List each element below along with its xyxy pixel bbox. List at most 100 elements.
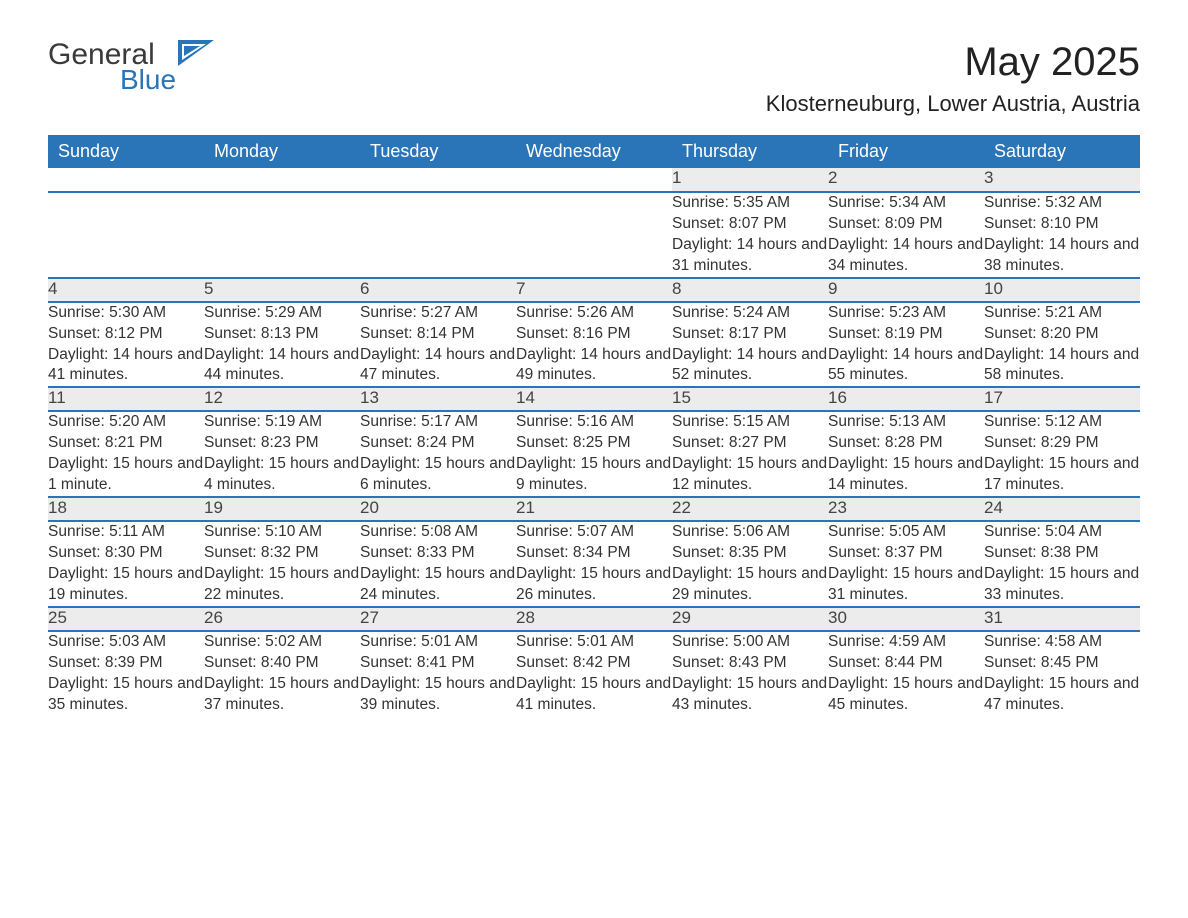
day-detail-cell: Sunrise: 5:00 AMSunset: 8:43 PMDaylight:… — [672, 631, 828, 716]
daylight-text: Daylight: 15 hours and 6 minutes. — [360, 454, 516, 496]
daylight-text: Daylight: 14 hours and 34 minutes. — [828, 235, 984, 277]
sunset-text: Sunset: 8:40 PM — [204, 653, 360, 674]
sunrise-text: Sunrise: 5:17 AM — [360, 412, 516, 433]
weekday-header: Wednesday — [516, 135, 672, 168]
sunrise-text: Sunrise: 5:11 AM — [48, 522, 204, 543]
page-title: May 2025 — [766, 40, 1140, 85]
daylight-text: Daylight: 14 hours and 38 minutes. — [984, 235, 1140, 277]
sunset-text: Sunset: 8:35 PM — [672, 543, 828, 564]
logo: General Blue — [48, 40, 214, 90]
sunrise-text: Sunrise: 5:35 AM — [672, 193, 828, 214]
daylight-text: Daylight: 15 hours and 29 minutes. — [672, 564, 828, 606]
day-number-row: 45678910 — [48, 278, 1140, 302]
daylight-text: Daylight: 15 hours and 22 minutes. — [204, 564, 360, 606]
day-detail-cell — [360, 192, 516, 278]
page-subtitle: Klosterneuburg, Lower Austria, Austria — [766, 91, 1140, 117]
day-number-cell — [204, 168, 360, 192]
day-number-cell: 1 — [672, 168, 828, 192]
sunrise-text: Sunrise: 5:07 AM — [516, 522, 672, 543]
day-number-cell: 8 — [672, 278, 828, 302]
daylight-text: Daylight: 15 hours and 26 minutes. — [516, 564, 672, 606]
day-detail-cell: Sunrise: 5:03 AMSunset: 8:39 PMDaylight:… — [48, 631, 204, 716]
daylight-text: Daylight: 15 hours and 17 minutes. — [984, 454, 1140, 496]
sunrise-text: Sunrise: 5:00 AM — [672, 632, 828, 653]
sunset-text: Sunset: 8:10 PM — [984, 214, 1140, 235]
day-detail-cell: Sunrise: 5:05 AMSunset: 8:37 PMDaylight:… — [828, 521, 984, 607]
day-number-cell: 2 — [828, 168, 984, 192]
day-number-cell: 30 — [828, 607, 984, 631]
sunrise-text: Sunrise: 5:34 AM — [828, 193, 984, 214]
daylight-text: Daylight: 14 hours and 49 minutes. — [516, 345, 672, 387]
daylight-text: Daylight: 15 hours and 31 minutes. — [828, 564, 984, 606]
sunset-text: Sunset: 8:13 PM — [204, 324, 360, 345]
sunset-text: Sunset: 8:38 PM — [984, 543, 1140, 564]
sunset-text: Sunset: 8:44 PM — [828, 653, 984, 674]
sunset-text: Sunset: 8:27 PM — [672, 433, 828, 454]
day-detail-cell: Sunrise: 5:07 AMSunset: 8:34 PMDaylight:… — [516, 521, 672, 607]
day-detail-cell: Sunrise: 5:13 AMSunset: 8:28 PMDaylight:… — [828, 411, 984, 497]
day-detail-cell: Sunrise: 5:30 AMSunset: 8:12 PMDaylight:… — [48, 302, 204, 388]
day-detail-cell: Sunrise: 4:59 AMSunset: 8:44 PMDaylight:… — [828, 631, 984, 716]
sunset-text: Sunset: 8:07 PM — [672, 214, 828, 235]
daylight-text: Daylight: 15 hours and 47 minutes. — [984, 674, 1140, 716]
day-number-cell: 15 — [672, 387, 828, 411]
sunset-text: Sunset: 8:42 PM — [516, 653, 672, 674]
sunset-text: Sunset: 8:32 PM — [204, 543, 360, 564]
day-detail-cell: Sunrise: 5:06 AMSunset: 8:35 PMDaylight:… — [672, 521, 828, 607]
sunrise-text: Sunrise: 5:20 AM — [48, 412, 204, 433]
day-number-cell: 27 — [360, 607, 516, 631]
day-detail-row: Sunrise: 5:30 AMSunset: 8:12 PMDaylight:… — [48, 302, 1140, 388]
daylight-text: Daylight: 15 hours and 24 minutes. — [360, 564, 516, 606]
sunrise-text: Sunrise: 5:15 AM — [672, 412, 828, 433]
day-detail-cell: Sunrise: 5:27 AMSunset: 8:14 PMDaylight:… — [360, 302, 516, 388]
sunset-text: Sunset: 8:25 PM — [516, 433, 672, 454]
sunrise-text: Sunrise: 5:06 AM — [672, 522, 828, 543]
sunset-text: Sunset: 8:20 PM — [984, 324, 1140, 345]
sunset-text: Sunset: 8:16 PM — [516, 324, 672, 345]
sunset-text: Sunset: 8:29 PM — [984, 433, 1140, 454]
sunrise-text: Sunrise: 5:27 AM — [360, 303, 516, 324]
day-detail-cell: Sunrise: 5:20 AMSunset: 8:21 PMDaylight:… — [48, 411, 204, 497]
day-detail-cell: Sunrise: 5:26 AMSunset: 8:16 PMDaylight:… — [516, 302, 672, 388]
sunset-text: Sunset: 8:37 PM — [828, 543, 984, 564]
sunrise-text: Sunrise: 5:03 AM — [48, 632, 204, 653]
day-detail-cell — [48, 192, 204, 278]
day-detail-cell: Sunrise: 5:01 AMSunset: 8:41 PMDaylight:… — [360, 631, 516, 716]
sunset-text: Sunset: 8:24 PM — [360, 433, 516, 454]
sunrise-text: Sunrise: 5:19 AM — [204, 412, 360, 433]
day-number-cell: 23 — [828, 497, 984, 521]
daylight-text: Daylight: 15 hours and 41 minutes. — [516, 674, 672, 716]
sunset-text: Sunset: 8:34 PM — [516, 543, 672, 564]
day-number-row: 11121314151617 — [48, 387, 1140, 411]
day-number-cell: 24 — [984, 497, 1140, 521]
day-detail-cell: Sunrise: 5:32 AMSunset: 8:10 PMDaylight:… — [984, 192, 1140, 278]
daylight-text: Daylight: 14 hours and 41 minutes. — [48, 345, 204, 387]
day-number-cell — [48, 168, 204, 192]
sunrise-text: Sunrise: 5:32 AM — [984, 193, 1140, 214]
day-detail-cell: Sunrise: 5:23 AMSunset: 8:19 PMDaylight:… — [828, 302, 984, 388]
weekday-header: Tuesday — [360, 135, 516, 168]
day-number-cell: 17 — [984, 387, 1140, 411]
sunset-text: Sunset: 8:45 PM — [984, 653, 1140, 674]
weekday-header: Saturday — [984, 135, 1140, 168]
day-number-cell: 12 — [204, 387, 360, 411]
daylight-text: Daylight: 14 hours and 44 minutes. — [204, 345, 360, 387]
daylight-text: Daylight: 15 hours and 19 minutes. — [48, 564, 204, 606]
sunrise-text: Sunrise: 5:13 AM — [828, 412, 984, 433]
sunset-text: Sunset: 8:39 PM — [48, 653, 204, 674]
day-detail-cell: Sunrise: 5:16 AMSunset: 8:25 PMDaylight:… — [516, 411, 672, 497]
day-number-cell: 6 — [360, 278, 516, 302]
day-detail-cell: Sunrise: 5:21 AMSunset: 8:20 PMDaylight:… — [984, 302, 1140, 388]
day-number-row: 25262728293031 — [48, 607, 1140, 631]
day-number-cell — [360, 168, 516, 192]
sunrise-text: Sunrise: 5:10 AM — [204, 522, 360, 543]
day-number-cell: 22 — [672, 497, 828, 521]
sunset-text: Sunset: 8:30 PM — [48, 543, 204, 564]
sunset-text: Sunset: 8:12 PM — [48, 324, 204, 345]
day-detail-cell: Sunrise: 5:24 AMSunset: 8:17 PMDaylight:… — [672, 302, 828, 388]
day-detail-cell: Sunrise: 5:10 AMSunset: 8:32 PMDaylight:… — [204, 521, 360, 607]
daylight-text: Daylight: 15 hours and 9 minutes. — [516, 454, 672, 496]
sunrise-text: Sunrise: 5:21 AM — [984, 303, 1140, 324]
sunrise-text: Sunrise: 5:12 AM — [984, 412, 1140, 433]
day-number-cell: 18 — [48, 497, 204, 521]
